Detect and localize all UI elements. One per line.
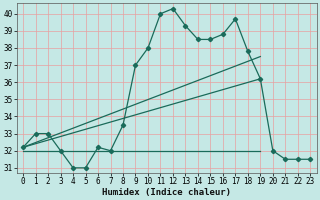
X-axis label: Humidex (Indice chaleur): Humidex (Indice chaleur) [102,188,231,197]
